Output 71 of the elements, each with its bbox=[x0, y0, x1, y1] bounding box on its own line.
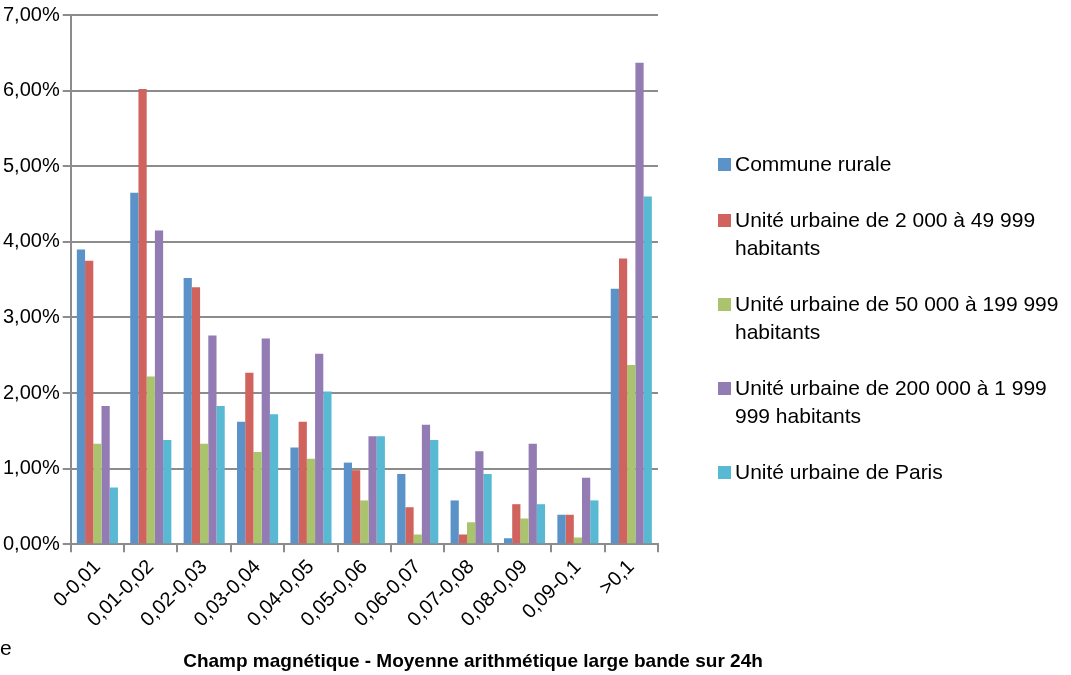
bar bbox=[315, 353, 324, 544]
bar bbox=[573, 537, 583, 544]
bar bbox=[643, 196, 652, 544]
y-tick-label: 0,00% bbox=[2, 531, 60, 554]
bar bbox=[627, 365, 636, 544]
bar bbox=[306, 458, 316, 544]
bar bbox=[154, 230, 164, 544]
bar bbox=[163, 439, 172, 544]
bar bbox=[483, 473, 492, 544]
legend-label: Commune rurale bbox=[735, 151, 892, 177]
bar bbox=[475, 451, 484, 544]
bar bbox=[590, 500, 599, 544]
bar bbox=[85, 260, 94, 544]
legend-label: Unité urbaine de Paris bbox=[735, 459, 943, 485]
bar bbox=[430, 439, 439, 544]
bar bbox=[208, 335, 217, 544]
bar bbox=[146, 376, 155, 544]
legend-label: Unité urbaine de 50 000 à 199 999 habitants bbox=[735, 291, 1060, 345]
bar bbox=[528, 443, 537, 544]
y-tick-label: 1,00% bbox=[2, 456, 60, 479]
y-tick-label: 6,00% bbox=[2, 78, 60, 101]
bar bbox=[76, 249, 86, 544]
bar bbox=[101, 405, 110, 544]
bar bbox=[618, 258, 628, 544]
y-tick-label: 3,00% bbox=[2, 304, 60, 327]
bar bbox=[557, 514, 566, 544]
bar bbox=[421, 424, 431, 544]
bar bbox=[138, 89, 147, 544]
bar bbox=[245, 372, 254, 544]
bar bbox=[450, 500, 459, 544]
bar bbox=[298, 421, 307, 544]
bar bbox=[413, 534, 422, 544]
bar bbox=[269, 414, 279, 544]
bar bbox=[536, 504, 546, 544]
bar bbox=[343, 462, 353, 544]
legend-label: Unité urbaine de 2 000 à 49 999 habitants bbox=[735, 207, 1037, 261]
bar bbox=[109, 487, 118, 544]
bar bbox=[635, 62, 644, 544]
bar bbox=[582, 477, 591, 544]
legend-label: Unité urbaine de 200 000 à 1 999 999 habitants bbox=[735, 375, 1048, 429]
x-tick-label: >0,1 bbox=[594, 554, 639, 599]
bar bbox=[323, 391, 332, 544]
y-tick-label: 4,00% bbox=[2, 229, 60, 252]
y-tick-label: 5,00% bbox=[2, 153, 60, 176]
bar bbox=[368, 436, 377, 544]
bar bbox=[200, 443, 209, 544]
bar bbox=[458, 534, 468, 544]
bar bbox=[520, 518, 529, 544]
x-axis-title: Champ magnétique - Moyenne arithmétique large bande sur 24h bbox=[183, 650, 763, 671]
bar bbox=[261, 338, 270, 544]
bar bbox=[183, 278, 192, 544]
y-tick-label: 2,00% bbox=[2, 380, 60, 403]
bar bbox=[130, 192, 139, 544]
bar bbox=[216, 405, 225, 544]
bar bbox=[405, 507, 414, 544]
bar bbox=[360, 500, 369, 544]
bar bbox=[191, 287, 201, 544]
bar bbox=[376, 436, 385, 544]
bar bbox=[565, 514, 574, 544]
bar bbox=[290, 447, 299, 544]
bar bbox=[503, 538, 513, 544]
bar bbox=[93, 443, 102, 544]
bar bbox=[397, 473, 406, 544]
bar bbox=[610, 288, 619, 544]
bar bbox=[237, 421, 246, 544]
bar bbox=[352, 470, 361, 544]
bar bbox=[467, 522, 476, 544]
bar bbox=[512, 504, 521, 544]
y-tick-label: 7,00% bbox=[2, 2, 60, 25]
text: e bbox=[0, 636, 12, 660]
bar bbox=[253, 452, 262, 544]
